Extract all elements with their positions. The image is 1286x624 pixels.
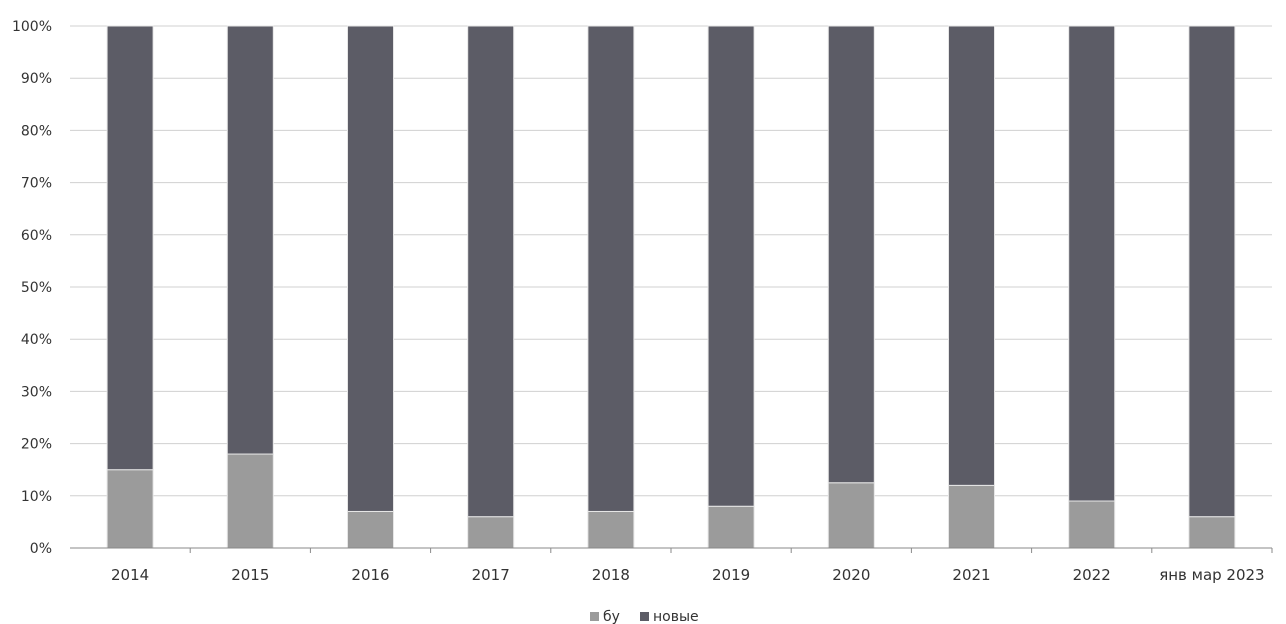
- x-tick-label: 2017: [472, 566, 510, 584]
- bar-segment-novye: [707, 25, 755, 507]
- bar-segment-novye: [1188, 25, 1236, 518]
- bar-segment-novye: [827, 25, 875, 484]
- bar-segment-bu: [827, 482, 875, 549]
- legend-label-bu: бу: [603, 609, 620, 624]
- bar-segment-bu: [226, 453, 274, 549]
- bar-segment-novye: [226, 25, 274, 455]
- x-tick-label: 2015: [231, 566, 269, 584]
- y-tick-label: 50%: [21, 280, 52, 296]
- bar-segment-bu: [1188, 516, 1236, 549]
- bar-segment-bu: [948, 484, 995, 549]
- x-tick-label: 2016: [351, 566, 389, 584]
- bar-segment-bu: [347, 510, 394, 549]
- bar-segment-bu: [106, 469, 154, 549]
- x-tick-label: 2019: [712, 566, 750, 584]
- legend-swatch-novye: [640, 612, 649, 621]
- bar-segment-bu: [467, 516, 515, 549]
- y-tick-label: 60%: [21, 228, 52, 244]
- bar-segment-bu: [707, 505, 755, 549]
- x-axis-ticks: 2014 2015 2016 2017 2018 2019 2020 2021 2022 янв …: [111, 548, 1273, 584]
- bars: [106, 25, 1236, 549]
- y-tick-label: 20%: [21, 437, 52, 453]
- y-tick-label: 80%: [21, 123, 52, 139]
- x-tick-label: 2021: [952, 566, 990, 584]
- bar-segment-novye: [587, 25, 635, 512]
- x-tick-label: янв мар 2023: [1159, 566, 1264, 584]
- bar-segment-novye: [347, 25, 394, 512]
- bar-segment-novye: [948, 25, 995, 486]
- bar-segment-novye: [106, 25, 154, 471]
- x-tick-label: 2014: [111, 566, 149, 584]
- y-tick-label: 10%: [21, 489, 52, 505]
- bar-segment-novye: [467, 25, 515, 518]
- y-axis-ticks: 0% 10% 20% 30% 40% 50% 60% 70% 80% 90% 100%: [12, 19, 52, 557]
- y-tick-label: 40%: [21, 332, 52, 348]
- bar-segment-bu: [1068, 500, 1116, 549]
- x-tick-label: 2018: [592, 566, 630, 584]
- x-tick-label: 2022: [1073, 566, 1111, 584]
- legend: бу новые: [590, 609, 699, 624]
- y-tick-label: 0%: [30, 541, 52, 557]
- y-tick-label: 30%: [21, 384, 52, 400]
- legend-label-novye: новые: [653, 609, 699, 624]
- x-tick-label: 2020: [832, 566, 870, 584]
- y-tick-label: 100%: [12, 19, 52, 35]
- bar-segment-bu: [587, 510, 635, 549]
- y-tick-label: 90%: [21, 71, 52, 87]
- legend-swatch-bu: [590, 612, 599, 621]
- bar-segment-novye: [1068, 25, 1116, 502]
- y-tick-label: 70%: [21, 176, 52, 192]
